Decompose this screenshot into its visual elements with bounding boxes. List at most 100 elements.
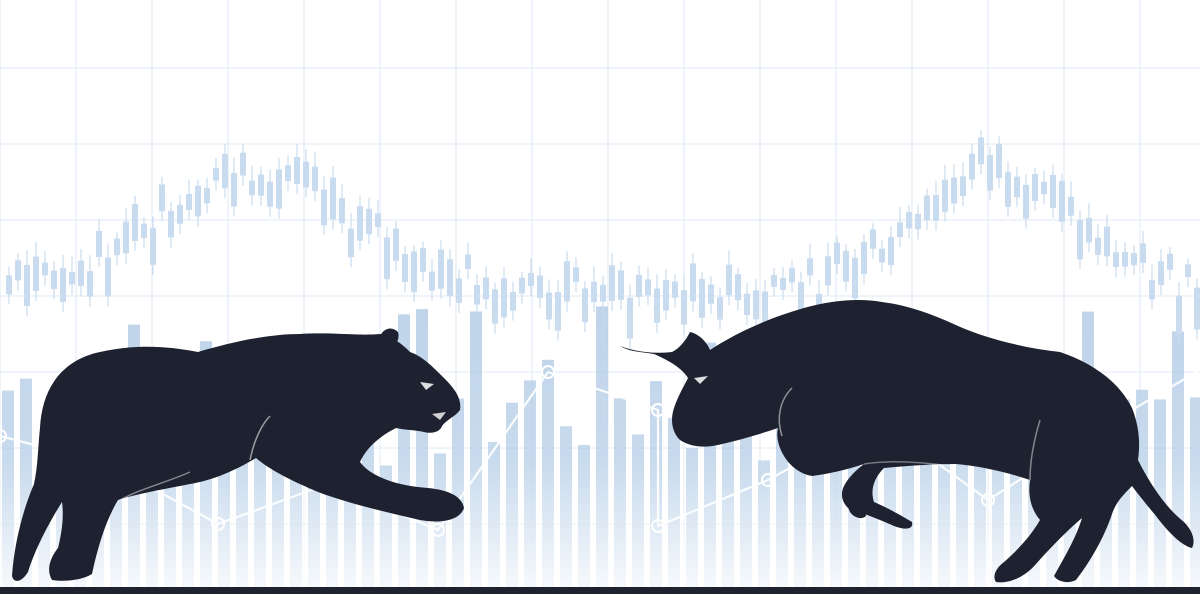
candle-body xyxy=(519,277,525,294)
candle-body xyxy=(1113,252,1119,268)
candle-body xyxy=(447,259,453,297)
candle-body xyxy=(1014,176,1020,198)
candle-body xyxy=(1041,181,1047,195)
candle-body xyxy=(960,176,966,196)
candle-body xyxy=(96,230,102,257)
candle-body xyxy=(69,272,75,285)
bull-silhouette-icon xyxy=(620,300,1194,583)
candle-body xyxy=(87,271,93,297)
candle-body xyxy=(384,237,390,280)
candle-body xyxy=(600,284,606,302)
candle-body xyxy=(771,274,777,287)
candle-body xyxy=(915,213,921,230)
candle-body xyxy=(969,153,975,180)
candle-body xyxy=(42,262,48,276)
candle-body xyxy=(1167,253,1173,270)
candle-body xyxy=(780,277,786,290)
candle-body xyxy=(357,206,363,241)
candle-body xyxy=(105,257,111,297)
candle-body xyxy=(339,198,345,224)
candle-body xyxy=(843,250,849,282)
candle-body xyxy=(528,273,534,286)
candle-body xyxy=(636,274,642,297)
candle-body xyxy=(708,284,714,304)
candle-body xyxy=(1005,172,1011,207)
candle-body xyxy=(942,179,948,212)
candle-body xyxy=(258,174,264,196)
candle-body xyxy=(24,264,30,307)
candle-body xyxy=(303,161,309,188)
candle-body xyxy=(438,249,444,289)
candle-body xyxy=(411,251,417,293)
candle-body xyxy=(1122,251,1128,267)
candle-body xyxy=(1023,184,1029,219)
ground-line xyxy=(0,587,1200,594)
candle-body xyxy=(897,222,903,238)
candle-body xyxy=(1185,264,1191,277)
candle-body xyxy=(60,267,66,303)
candle-body xyxy=(987,155,993,191)
candle-body xyxy=(402,254,408,282)
candle-body xyxy=(1140,243,1146,263)
candle-body xyxy=(834,242,840,265)
candle-body xyxy=(168,210,174,238)
candle-body xyxy=(978,137,984,165)
candle-body xyxy=(249,180,255,196)
candle-body xyxy=(672,281,678,298)
candle-body xyxy=(645,279,651,296)
candle-body xyxy=(195,185,201,217)
candle-body xyxy=(204,187,210,204)
candle-body xyxy=(51,270,57,290)
candle-body xyxy=(807,258,813,276)
candle-body xyxy=(933,194,939,221)
candle-body xyxy=(420,248,426,272)
candle-body xyxy=(906,212,912,229)
candle-body xyxy=(366,208,372,235)
candle-body xyxy=(78,260,84,286)
candle-body xyxy=(870,229,876,249)
candle-body xyxy=(861,241,867,275)
candle-body xyxy=(222,154,228,189)
candle-body xyxy=(6,275,12,295)
candle-body xyxy=(456,278,462,303)
candle-body xyxy=(213,168,219,181)
candle-body xyxy=(465,254,471,270)
candle-body xyxy=(141,223,147,239)
candle-body xyxy=(294,157,300,185)
candle-body xyxy=(1149,280,1155,300)
trend-point xyxy=(0,429,7,443)
candle-body xyxy=(474,284,480,305)
candle-body xyxy=(798,282,804,315)
candle-body xyxy=(996,144,1002,179)
candle-body xyxy=(312,166,318,192)
trend-point xyxy=(981,493,995,507)
candle-body xyxy=(564,261,570,302)
trend-point xyxy=(761,473,775,487)
candle-body xyxy=(123,221,129,254)
candle-body xyxy=(1158,261,1164,286)
candle-body xyxy=(879,248,885,263)
candle-body xyxy=(321,189,327,226)
candle-body xyxy=(699,279,705,318)
candle-body xyxy=(114,238,120,256)
candle-body xyxy=(177,204,183,224)
candle-body xyxy=(1077,220,1083,260)
candle-body xyxy=(267,181,273,207)
candle-body xyxy=(483,277,489,300)
trend-point xyxy=(541,365,555,379)
candle-body xyxy=(276,169,282,209)
candle-body xyxy=(1095,237,1101,255)
candle-body xyxy=(33,256,39,292)
candle-body xyxy=(501,278,507,318)
bear-silhouette-icon xyxy=(12,328,464,581)
candle-body xyxy=(375,213,381,227)
candle-body xyxy=(609,265,615,301)
trend-point xyxy=(651,403,665,417)
candle-body xyxy=(285,165,291,182)
candle-body xyxy=(1104,226,1110,257)
candle-body xyxy=(186,193,192,210)
candle-body xyxy=(573,267,579,283)
candle-body xyxy=(429,271,435,291)
candle-body xyxy=(1068,196,1074,216)
